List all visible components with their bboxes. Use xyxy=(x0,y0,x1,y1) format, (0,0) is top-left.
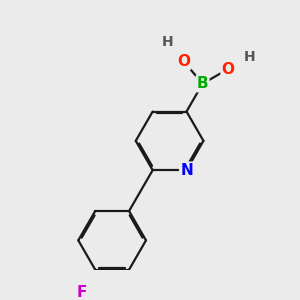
Text: O: O xyxy=(221,61,235,76)
Text: B: B xyxy=(197,76,208,91)
Text: O: O xyxy=(177,54,190,69)
Text: H: H xyxy=(162,35,173,49)
Text: H: H xyxy=(244,50,255,64)
Text: F: F xyxy=(77,285,87,300)
Text: N: N xyxy=(180,163,193,178)
